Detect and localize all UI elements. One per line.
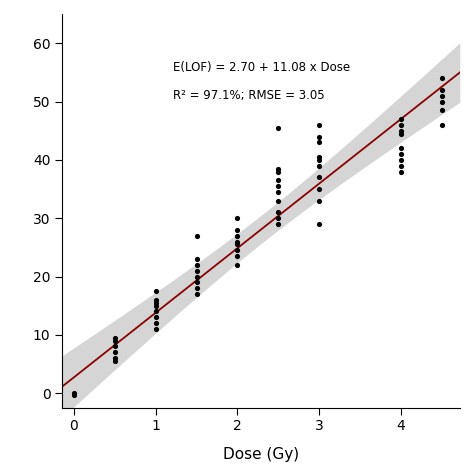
Point [315,162,323,170]
Point [193,284,201,292]
Point [274,124,282,132]
Point [234,226,241,234]
Point [397,130,405,137]
Point [234,241,241,248]
Point [397,150,405,158]
Point [274,188,282,196]
Point [70,391,78,399]
Point [234,232,241,239]
Point [397,121,405,129]
Text: E(LOF) = 2.70 + 11.08 x Dose: E(LOF) = 2.70 + 11.08 x Dose [173,62,350,74]
Point [193,261,201,269]
Point [274,176,282,184]
Point [152,325,159,333]
Point [315,220,323,228]
Point [397,145,405,152]
Point [274,197,282,204]
Point [438,98,446,105]
Point [234,238,241,246]
Point [152,302,159,310]
Point [274,168,282,175]
Text: R² = 97.1%; RMSE = 3.05: R² = 97.1%; RMSE = 3.05 [173,89,325,102]
Point [274,209,282,216]
Point [315,139,323,146]
Point [111,343,118,350]
Point [315,153,323,161]
X-axis label: Dose (Gy): Dose (Gy) [223,447,299,462]
Point [315,185,323,193]
Point [274,214,282,222]
Point [438,74,446,82]
Point [193,279,201,286]
Point [111,357,118,365]
Point [193,290,201,298]
Point [274,165,282,173]
Point [397,127,405,135]
Point [315,133,323,140]
Point [274,220,282,228]
Point [234,214,241,222]
Point [111,334,118,341]
Point [315,121,323,129]
Point [70,389,78,397]
Point [397,156,405,164]
Point [193,267,201,274]
Point [315,156,323,164]
Point [397,168,405,175]
Point [152,313,159,321]
Point [111,337,118,345]
Point [111,354,118,362]
Point [152,319,159,327]
Point [315,197,323,204]
Point [315,173,323,181]
Point [397,115,405,123]
Point [234,261,241,269]
Point [438,107,446,114]
Point [152,308,159,315]
Point [234,246,241,254]
Point [438,86,446,94]
Point [234,252,241,260]
Point [193,255,201,263]
Point [152,287,159,295]
Point [193,273,201,280]
Point [438,121,446,129]
Point [111,348,118,356]
Point [397,162,405,170]
Point [193,232,201,239]
Point [438,92,446,100]
Point [152,296,159,304]
Point [152,299,159,307]
Point [274,182,282,190]
